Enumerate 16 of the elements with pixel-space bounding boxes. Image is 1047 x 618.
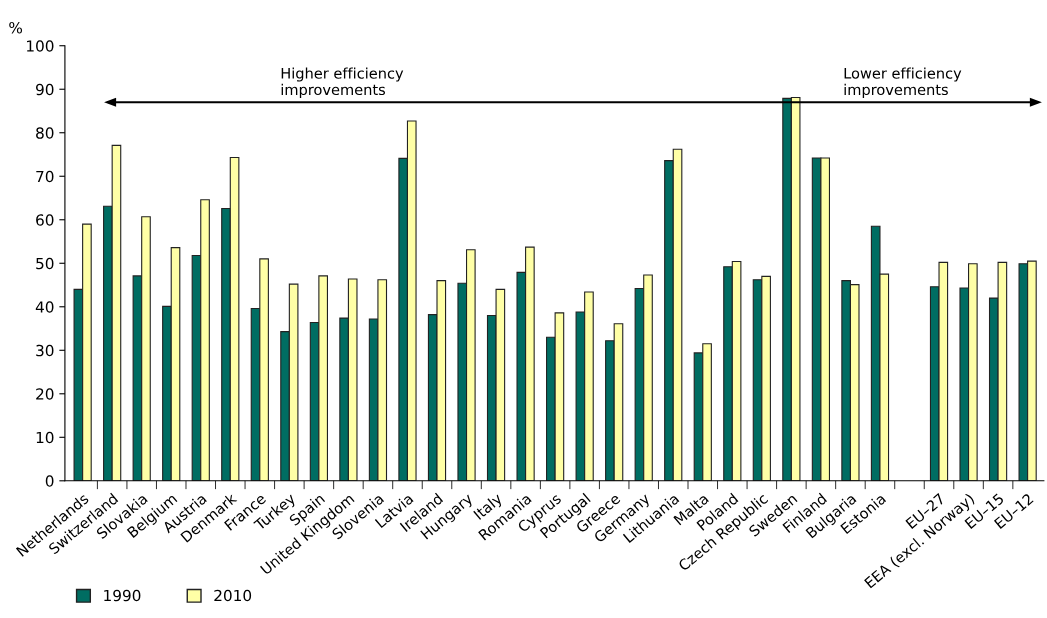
- annotation: Lower efficiency improvements: [844, 67, 962, 98]
- y-axis-title: %: [9, 21, 23, 34]
- y-tick-label: 90: [36, 83, 54, 96]
- y-tick-label: 80: [36, 127, 54, 139]
- y-tick-label: 70: [36, 170, 54, 183]
- y-tick-label: 50: [36, 257, 54, 270]
- y-tick-label: 100: [27, 40, 54, 52]
- legend-label: 2010: [214, 589, 252, 602]
- y-tick-label: 10: [36, 431, 54, 444]
- y-tick-label: 60: [36, 214, 54, 226]
- legend-label: 1990: [104, 589, 141, 602]
- annotation: Higher efficiency improvements: [281, 67, 404, 98]
- y-tick-label: 40: [35, 301, 54, 313]
- y-tick-label: 30: [36, 344, 54, 357]
- y-tick-label: 0: [45, 475, 54, 487]
- y-tick-label: 20: [36, 388, 54, 400]
